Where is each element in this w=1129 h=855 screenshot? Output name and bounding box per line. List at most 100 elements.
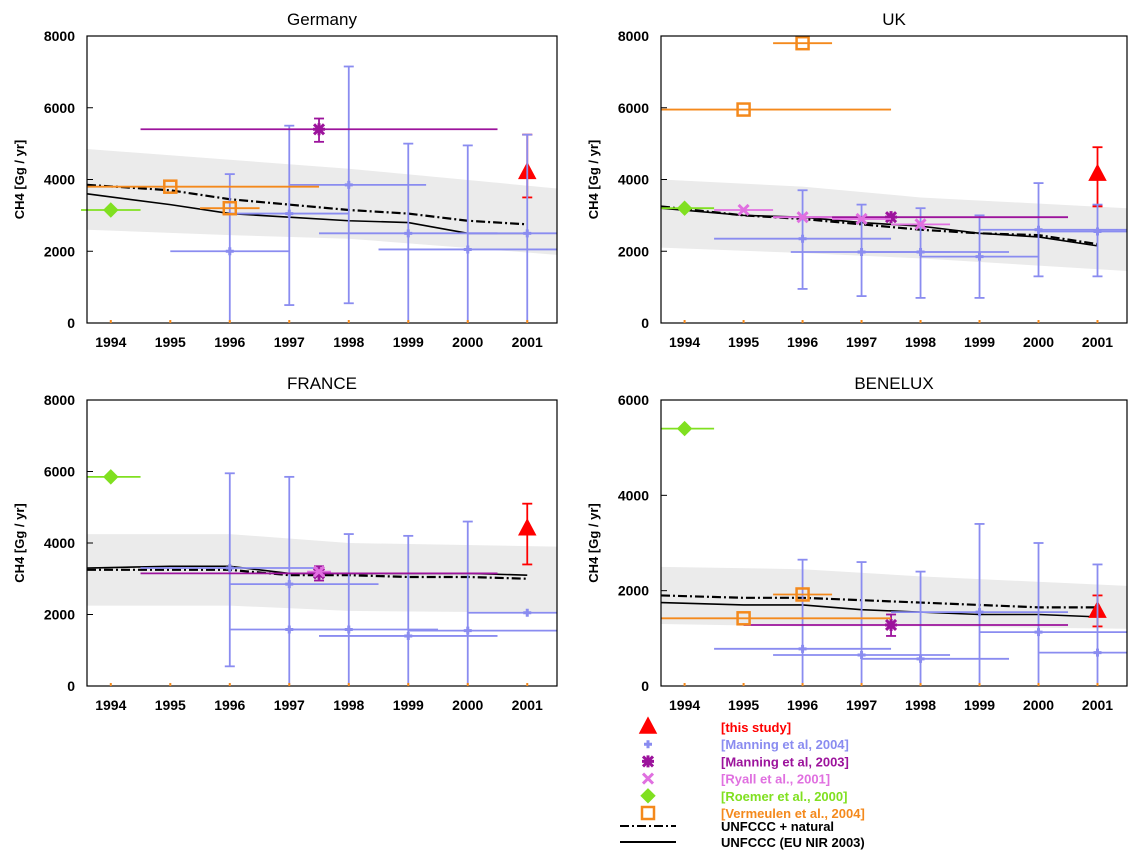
y-tick-label: 4000: [618, 172, 649, 188]
this-study-marker: [518, 518, 537, 536]
triangle-up-icon: [638, 716, 658, 734]
legend-label: [Roemer et al., 2000]: [721, 789, 847, 804]
x-tick-label: 1999: [964, 697, 995, 713]
y-tick-label: 8000: [44, 28, 75, 44]
uncertainty-band: [661, 566, 1127, 629]
uncertainty-band: [87, 149, 557, 255]
y-tick-label: 6000: [618, 392, 649, 408]
manning-2004-marker: [1093, 648, 1102, 657]
legend: [this study] [Manning et al, 2004] [Mannin…: [620, 716, 865, 850]
manning-2004-marker: [344, 180, 353, 189]
legend-label: UNFCCC (EU NIR 2003): [721, 835, 865, 850]
ryall-2001-marker: [914, 218, 927, 231]
panel-title: UK: [882, 10, 906, 29]
y-tick-label: 0: [67, 315, 75, 331]
manning-2004-marker: [916, 654, 925, 663]
x-tick-label: 1996: [787, 334, 818, 350]
manning-2004-marker: [975, 608, 984, 617]
manning-2004-marker: [857, 651, 866, 660]
y-tick-label: 6000: [618, 100, 649, 116]
plus-icon: [644, 740, 652, 749]
x-tick-label: 1996: [787, 697, 818, 713]
legend-label: [Vermeulen et al., 2004]: [721, 806, 865, 821]
manning-2003-marker: [312, 123, 326, 136]
ryall-2001-marker: [855, 212, 868, 226]
x-tick-label: 1998: [333, 697, 364, 713]
legend-label: [this study]: [721, 720, 791, 735]
this-study-marker: [1088, 163, 1107, 181]
manning-2004-marker: [798, 234, 807, 243]
manning-2003-marker: [884, 211, 898, 224]
y-tick-label: 8000: [44, 392, 75, 408]
y-axis-label: CH4 [Gg / yr]: [586, 503, 601, 582]
y-tick-label: 0: [641, 315, 649, 331]
x-tick-label: 1994: [95, 334, 126, 350]
x-tick-label: 1995: [155, 697, 186, 713]
x-tick-label: 1997: [274, 334, 305, 350]
manning-2004-marker: [523, 229, 532, 238]
y-tick-label: 8000: [618, 28, 649, 44]
y-tick-label: 2000: [44, 243, 75, 259]
legend-label: [Ryall et al., 2001]: [721, 772, 830, 787]
manning-2004-marker: [1093, 227, 1102, 236]
manning-2004-marker: [798, 644, 807, 653]
manning-2003-marker: [884, 618, 898, 632]
x-tick-label: 1995: [155, 334, 186, 350]
unfccc-natural-line: [660, 205, 1098, 246]
x-tick-label: 1999: [393, 334, 424, 350]
x-tick-label: 2000: [452, 697, 483, 713]
manning-2004-marker: [225, 247, 234, 256]
y-axis-label: CH4 [Gg / yr]: [12, 503, 27, 582]
panel-benelux: 1994 1995 1996 1997 1998 1999 2000 2001 0 2000 400…: [586, 374, 1128, 713]
x-tick-label: 1997: [274, 697, 305, 713]
vermeulen-2004-marker: [795, 587, 810, 602]
manning-2004-marker: [344, 625, 353, 634]
roemer-2000-marker: [676, 420, 693, 437]
roemer-2000-marker: [103, 202, 119, 218]
x-tick-label: 1999: [964, 334, 995, 350]
panel-title: BENELUX: [854, 374, 933, 393]
y-tick-label: 2000: [44, 607, 75, 623]
y-tick-label: 0: [641, 678, 649, 694]
unfccc-natural-line: [86, 183, 528, 226]
panel-france: 1994 1995 1996 1997 1998 1999 2000 2001 0 2000 400…: [12, 374, 558, 713]
legend-label: [Manning et al, 2003]: [721, 754, 849, 769]
unfccc-natural-line: [660, 594, 1098, 609]
manning-2004-marker: [404, 631, 413, 640]
y-tick-label: 6000: [44, 464, 75, 480]
cross-icon: [641, 772, 655, 785]
x-tick-label: 1995: [728, 697, 759, 713]
panel-title: Germany: [287, 10, 357, 29]
x-tick-label: 1998: [905, 697, 936, 713]
y-axis-label: CH4 [Gg / yr]: [12, 140, 27, 219]
ryall-2001-marker: [796, 211, 809, 224]
x-tick-label: 2000: [1023, 334, 1054, 350]
x-tick-label: 2000: [1023, 697, 1054, 713]
vermeulen-2004-marker: [163, 179, 178, 194]
diamond-icon: [640, 788, 656, 804]
roemer-2000-marker: [676, 200, 693, 216]
y-tick-label: 2000: [618, 243, 649, 259]
manning-2004-marker: [404, 229, 413, 238]
vermeulen-2004-marker: [222, 200, 238, 216]
unfccc-nir-line: [86, 193, 528, 235]
plot-frame: [660, 35, 1128, 324]
manning-2004-marker: [916, 247, 925, 256]
manning-2004-marker: [523, 608, 532, 617]
vermeulen-2004-marker: [736, 102, 751, 117]
manning-2004-marker: [285, 209, 294, 218]
x-tick-label: 1996: [214, 334, 245, 350]
manning-2004-marker: [463, 245, 472, 254]
ryall-2001-marker: [312, 565, 326, 578]
legend-label: [Manning et al, 2004]: [721, 737, 849, 752]
ryall-2001-marker: [737, 203, 750, 217]
x-tick-label: 1994: [95, 697, 126, 713]
legend-label: UNFCCC + natural: [721, 819, 834, 834]
manning-2004-marker: [463, 626, 472, 635]
y-tick-label: 4000: [618, 487, 649, 503]
y-tick-label: 0: [67, 678, 75, 694]
x-tick-label: 2001: [512, 697, 543, 713]
panel-germany: 1994 1995 1996 1997 1998 1999 2000 2001 0 2000 400…: [12, 10, 558, 350]
plot-frame: [660, 399, 1128, 687]
